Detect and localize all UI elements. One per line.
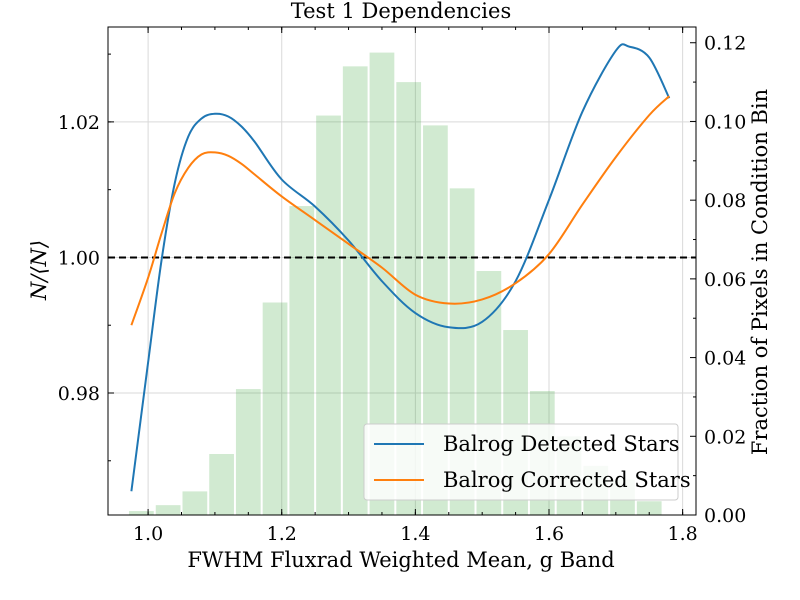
series-line-corrected: [130, 95, 670, 326]
x-tick-label: 1.4: [400, 523, 430, 545]
legend-label-corrected: Balrog Corrected Stars: [443, 468, 691, 492]
legend-label-detected: Balrog Detected Stars: [443, 432, 680, 456]
y-tick-label: 0.98: [58, 383, 100, 405]
x-tick-label: 1.6: [534, 523, 564, 545]
histogram-bar: [235, 389, 261, 515]
series-line-detected: [130, 43, 671, 492]
x-tick-label: 1.2: [267, 523, 297, 545]
y-tick-label: 1.02: [58, 112, 100, 134]
ticks-layer: 1.0 1.2 1.4 1.6 1.8 0.98 1.00 1.02 0.00 0.02 0.04 0…: [58, 27, 746, 545]
y2-tick-label: 0.06: [704, 269, 746, 291]
histogram-bar: [209, 454, 234, 515]
y2-tick-label: 0.00: [704, 505, 746, 527]
plot-frame: [107, 26, 697, 516]
axis-layer: [107, 26, 697, 516]
y2-tick-label: 0.04: [704, 348, 746, 370]
x-tick-label: 1.8: [668, 523, 698, 545]
x-tick-label: 1.0: [133, 523, 163, 545]
histogram-bar: [289, 206, 315, 515]
x-axis-label: FWHM Fluxrad Weighted Mean, g Band: [187, 548, 614, 572]
series-layer: [130, 43, 671, 492]
histogram-bar: [636, 501, 662, 515]
y2-tick-label: 0.10: [704, 111, 746, 133]
histogram-bar: [129, 511, 154, 515]
histogram-bar: [155, 505, 181, 515]
y2-tick-label: 0.02: [704, 426, 746, 448]
legend: Balrog Detected Stars Balrog Corrected S…: [363, 423, 691, 501]
y-axis-label: N/⟨N⟩: [27, 240, 51, 301]
y2-axis-label: Fraction of Pixels in Condition Bin: [748, 89, 772, 455]
chart-title: Test 1 Dependencies: [291, 0, 511, 23]
y2-tick-label: 0.12: [704, 33, 746, 55]
y-tick-label: 1.00: [58, 247, 100, 269]
histogram-bar: [182, 491, 208, 515]
histogram-bar: [342, 66, 368, 516]
histogram-bar: [316, 115, 341, 515]
legend-frame: [363, 423, 679, 501]
y2-tick-label: 0.08: [704, 190, 746, 212]
histogram-bar: [262, 302, 288, 515]
